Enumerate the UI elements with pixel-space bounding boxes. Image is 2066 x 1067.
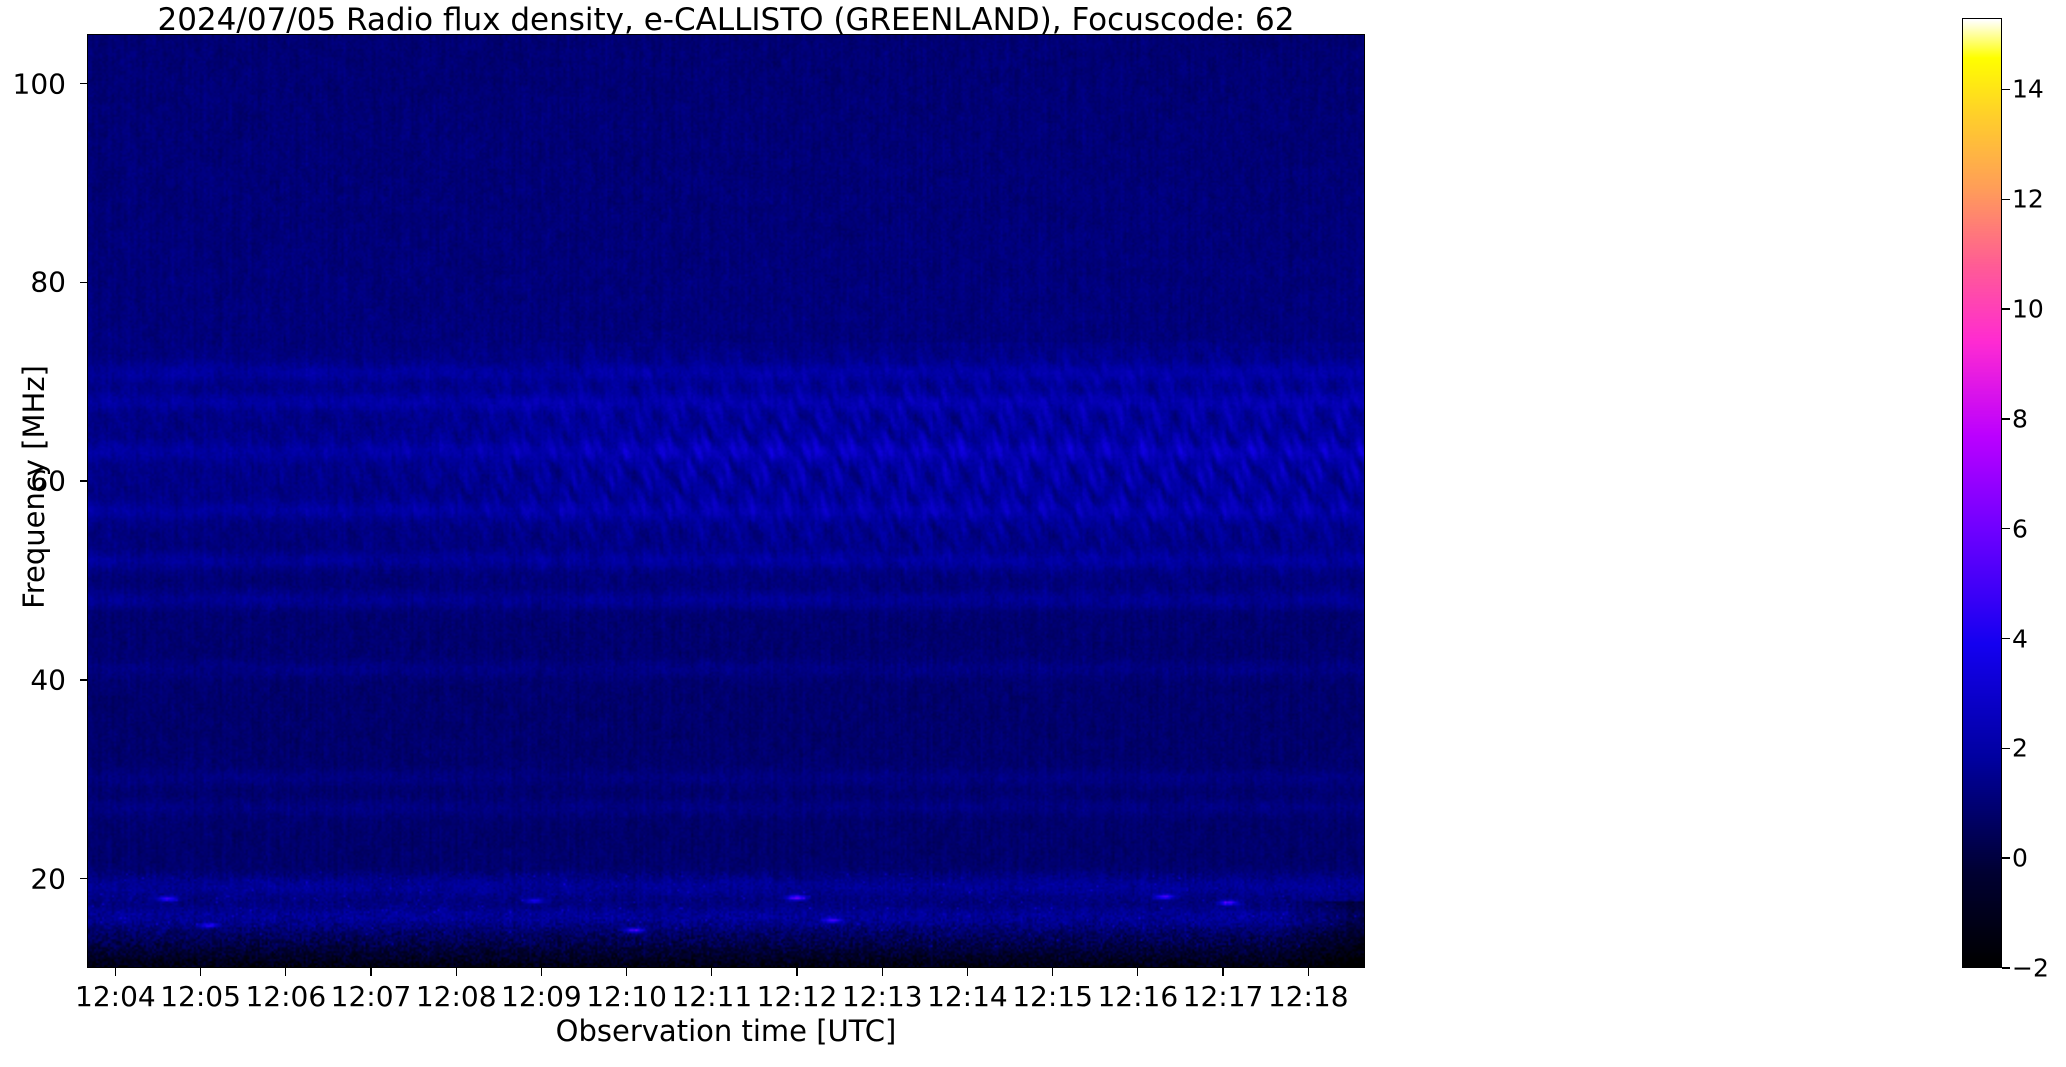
spectrogram-plot[interactable]: [87, 34, 1365, 968]
colorbar-tick: 12: [2012, 184, 2044, 214]
x-axis-tick-mark: [540, 968, 543, 976]
colorbar-tick-mark: [2002, 857, 2010, 859]
colorbar-canvas: [1963, 19, 2001, 967]
x-axis-tick: 12:09: [501, 980, 582, 1013]
y-axis-tick: 80: [30, 265, 66, 299]
x-axis-tick: 12:07: [330, 980, 412, 1013]
colorbar-tick-mark: [2002, 527, 2010, 530]
colorbar-tick-mark: [2002, 747, 2010, 750]
x-axis-tick: 12:15: [1012, 980, 1093, 1013]
colorbar-tick: 4: [2012, 624, 2028, 654]
colorbar-tick: 2: [2012, 733, 2028, 763]
y-axis-tick-mark: [80, 82, 88, 85]
x-axis-tick: 12:08: [415, 980, 497, 1013]
x-axis-tick-mark: [1222, 968, 1224, 976]
colorbar-gradient: [1962, 18, 2002, 968]
y-axis-tick-marks: [80, 34, 97, 968]
x-axis-tick-mark: [625, 968, 628, 976]
x-axis-tick: 12:18: [1267, 980, 1349, 1013]
colorbar-tick-mark: [2002, 198, 2010, 200]
x-axis-tick: 12:10: [586, 980, 667, 1013]
x-axis-tick-mark: [881, 968, 883, 976]
x-axis-tick-mark: [1307, 968, 1309, 976]
x-axis-tick-mark: [1137, 968, 1139, 976]
x-axis-tick-mark: [1051, 968, 1054, 976]
y-axis-tick: 60: [30, 464, 66, 498]
colorbar-tick-mark: [2002, 418, 2010, 420]
spectrogram-image: [88, 35, 1364, 967]
colorbar-tick-mark: [2002, 637, 2010, 640]
x-axis-tick-mark: [285, 968, 287, 976]
colorbar-tick-mark: [2002, 88, 2010, 91]
x-axis-tick-mark: [711, 968, 713, 976]
colorbar-tick: 8: [2012, 404, 2028, 434]
x-axis-tick: 12:14: [927, 980, 1008, 1013]
x-axis-tick: 12:13: [841, 980, 923, 1013]
x-axis-tick-mark: [966, 968, 969, 976]
x-axis-tick: 12:04: [75, 980, 156, 1013]
y-axis-tick: 100: [12, 67, 66, 101]
y-axis-tick: 20: [30, 862, 66, 896]
colorbar-tick: 0: [2012, 843, 2028, 873]
x-axis-tick-mark: [796, 968, 798, 976]
x-axis-tick-mark: [199, 968, 202, 976]
colorbar-tick-mark: [2002, 308, 2010, 310]
colorbar-tick-mark: [2002, 967, 2010, 969]
x-axis-tick-mark: [455, 968, 457, 976]
x-axis-tick: 12:11: [671, 980, 753, 1013]
y-axis-tick-mark: [80, 281, 88, 284]
y-axis-tick-mark: [80, 480, 88, 482]
colorbar-tick: 6: [2012, 514, 2028, 544]
x-axis-tick: 12:16: [1097, 980, 1179, 1013]
x-axis-tick: 12:06: [245, 980, 327, 1013]
x-axis-tick-mark: [370, 968, 372, 976]
colorbar-tick: −2: [2012, 953, 2049, 983]
colorbar-tick-labels: −2 0 2 4 6 8 10 12 14: [1962, 18, 2052, 983]
x-axis-tick: 12:12: [756, 980, 838, 1013]
x-axis-label: Observation time [UTC]: [555, 1014, 897, 1048]
y-axis-tick-mark: [80, 877, 88, 880]
colorbar-tick: 10: [2012, 294, 2044, 324]
page-title: 2024/07/05 Radio flux density, e-CALLIST…: [157, 2, 1295, 38]
y-axis-tick: 40: [30, 663, 66, 697]
y-axis-tick-labels: 100 80 60 40 20: [0, 34, 78, 968]
x-axis-tick: 12:17: [1182, 980, 1264, 1013]
x-axis-tick-mark: [114, 968, 117, 976]
x-axis-tick: 12:05: [160, 980, 241, 1013]
colorbar[interactable]: [1962, 18, 2002, 968]
y-axis-tick-mark: [80, 679, 88, 681]
colorbar-tick: 14: [2012, 74, 2044, 104]
x-axis-tick-labels: 12:04 12:05 12:06 12:07 12:08 12:09 12:10 12:11…: [75, 968, 1365, 1013]
